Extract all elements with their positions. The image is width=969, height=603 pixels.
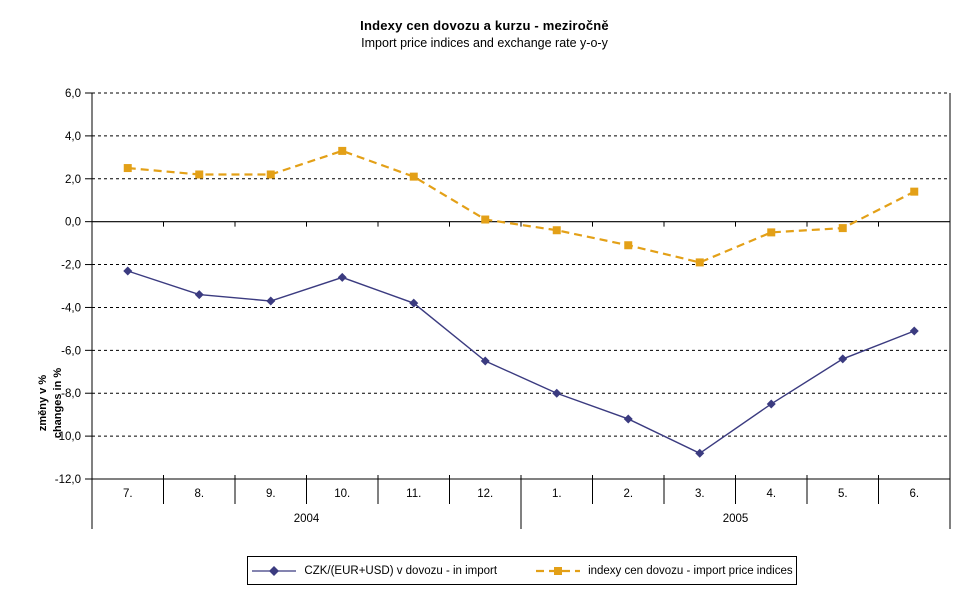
- marker-square: [910, 187, 919, 196]
- marker-diamond: [552, 388, 562, 398]
- chart-title: Indexy cen dovozu a kurzu - meziročně: [360, 18, 609, 33]
- marker-diamond: [409, 298, 419, 308]
- marker-square: [838, 224, 847, 233]
- marker-diamond: [838, 354, 848, 364]
- series-line-1: [127, 149, 915, 264]
- marker-diamond: [909, 326, 919, 336]
- legend-label-indices: indexy cen dovozu - import price indices: [588, 564, 793, 577]
- y-tick-label: -8,0: [61, 388, 81, 400]
- legend-label-czk: CZK/(EUR+USD) v dovozu - in import: [304, 564, 498, 577]
- y-tick-label: 6,0: [65, 88, 81, 100]
- month-label: 8.: [194, 488, 204, 500]
- month-label: 10.: [334, 488, 350, 500]
- y-tick-label: 4,0: [65, 131, 81, 143]
- month-label: 1.: [552, 488, 562, 500]
- marker-square: [481, 215, 490, 224]
- year-label: 2004: [294, 513, 320, 525]
- month-label: 7.: [123, 488, 133, 500]
- marker-square: [552, 226, 561, 235]
- chart-header: Indexy cen dovozu a kurzu - meziročně Im…: [0, 18, 969, 50]
- marker-diamond: [623, 414, 633, 424]
- y-tick-label: -10,0: [55, 431, 81, 443]
- marker-diamond: [695, 448, 705, 458]
- month-label: 3.: [695, 488, 705, 500]
- y-tick-label: -2,0: [61, 260, 81, 272]
- marker-diamond: [337, 272, 347, 282]
- month-label: 9.: [266, 488, 276, 500]
- month-label: 6.: [909, 488, 919, 500]
- marker-diamond: [480, 356, 490, 366]
- month-label: 2.: [623, 488, 633, 500]
- month-label: 12.: [477, 488, 493, 500]
- marker-diamond: [123, 266, 133, 276]
- marker-square: [338, 146, 347, 155]
- marker-square: [409, 172, 418, 181]
- month-label: 11.: [406, 488, 421, 500]
- year-label: 2005: [723, 513, 749, 525]
- month-label: 4.: [766, 488, 776, 500]
- marker-diamond: [266, 296, 276, 306]
- marker-square: [123, 164, 132, 173]
- legend-marker-indices-square: [536, 566, 581, 575]
- chart-subtitle: Import price indices and exchange rate y…: [361, 36, 608, 50]
- y-tick-label: -4,0: [61, 302, 81, 314]
- month-label: 5.: [838, 488, 848, 500]
- y-tick-label: 2,0: [65, 174, 81, 186]
- marker-square: [266, 170, 275, 179]
- marker-square: [195, 170, 204, 179]
- legend: CZK/(EUR+USD) v dovozu - in import index…: [247, 556, 797, 585]
- legend-item-czk: CZK/(EUR+USD) v dovozu - in import: [251, 565, 497, 577]
- y-tick-label: 0,0: [65, 217, 81, 229]
- legend-marker-czk-diamond: [252, 565, 297, 576]
- marker-square: [767, 228, 776, 237]
- marker-diamond: [194, 290, 204, 300]
- marker-diamond: [766, 399, 776, 409]
- marker-square: [624, 241, 633, 250]
- series-line-0: [127, 270, 915, 455]
- legend-item-indices: indexy cen dovozu - import price indices: [535, 565, 793, 577]
- marker-square: [695, 258, 704, 267]
- y-tick-label: -6,0: [61, 345, 81, 357]
- y-tick-label: -12,0: [55, 474, 81, 486]
